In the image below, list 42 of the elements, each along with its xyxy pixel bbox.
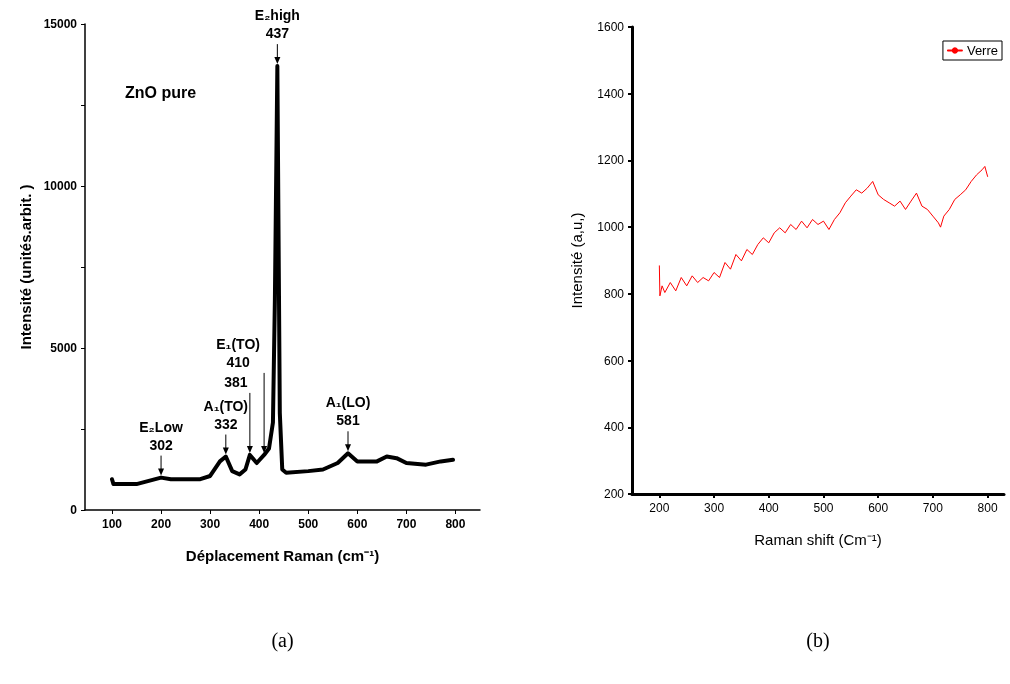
y-tick-label: 600 bbox=[603, 353, 625, 368]
y-tick-label: 15000 bbox=[43, 17, 78, 31]
y-tick-label: 1000 bbox=[597, 220, 625, 235]
x-tick-label: 600 bbox=[347, 517, 368, 531]
y-tick-label: 800 bbox=[603, 286, 625, 301]
y-tick-label: 200 bbox=[603, 487, 625, 501]
y-tick-label: 1600 bbox=[597, 20, 625, 34]
annotation: E₂high 437 bbox=[254, 7, 300, 42]
x-tick-label: 300 bbox=[704, 501, 725, 515]
x-tick-label: 200 bbox=[151, 517, 172, 531]
annotation: A₁(LO) 581 bbox=[325, 394, 371, 429]
x-tick-label: 400 bbox=[758, 501, 780, 515]
y-axis-title: Intensité (a,u,) bbox=[568, 212, 585, 309]
line-series bbox=[658, 165, 989, 297]
x-tick-label: 500 bbox=[298, 517, 319, 531]
y-tick-label: 10000 bbox=[43, 179, 78, 193]
x-tick-label: 500 bbox=[813, 501, 834, 515]
legend-label: Verre bbox=[966, 43, 999, 58]
x-tick-label: 400 bbox=[249, 517, 270, 531]
x-tick-label: 800 bbox=[445, 517, 466, 531]
y-tick-label: 400 bbox=[603, 420, 625, 435]
text: (b) bbox=[806, 629, 830, 652]
x-tick-label: 700 bbox=[396, 517, 417, 531]
x-axis-title: Déplacement Raman (cm⁻¹) bbox=[185, 547, 380, 564]
text: (a) bbox=[271, 629, 294, 652]
x-tick-label: 300 bbox=[200, 517, 221, 531]
annotation: E₂Low 302 bbox=[139, 418, 183, 453]
x-tick-label: 100 bbox=[101, 517, 123, 531]
annotation: ZnO pure bbox=[125, 83, 197, 101]
annotation: E₁(TO) 410 bbox=[216, 335, 260, 370]
y-tick-label: 5000 bbox=[50, 341, 78, 355]
x-tick-label: 200 bbox=[649, 501, 670, 515]
y-tick-label: 1400 bbox=[597, 86, 625, 101]
x-axis-title: Raman shift (Cm⁻¹) bbox=[754, 531, 882, 548]
annotation: 381 bbox=[224, 373, 248, 390]
x-tick-label: 600 bbox=[868, 501, 889, 515]
y-tick-label: 0 bbox=[70, 503, 78, 517]
x-tick-label: 800 bbox=[977, 501, 998, 515]
y-axis-title: Intensité (unités.arbit. ) bbox=[16, 184, 34, 350]
y-tick-label: 1200 bbox=[597, 153, 625, 168]
x-tick-label: 700 bbox=[922, 501, 944, 515]
annotation: A₁(TO) 332 bbox=[203, 397, 249, 432]
